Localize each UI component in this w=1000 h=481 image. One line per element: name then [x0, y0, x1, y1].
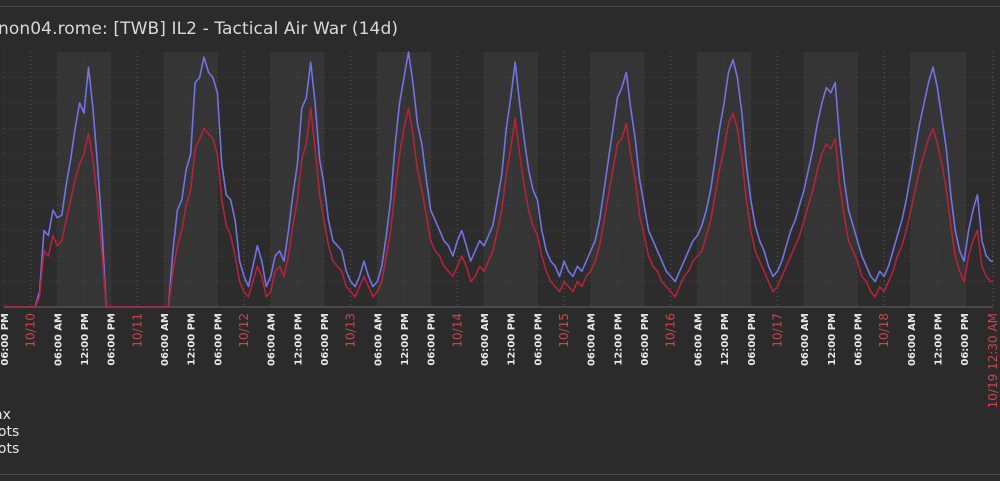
bottom-divider	[0, 474, 1000, 475]
time-tick-label: 06:00 PM	[960, 313, 971, 366]
series-line-1	[4, 51, 993, 308]
time-tick-label: 06:00 AM	[907, 313, 918, 366]
date-tick-label: 10/14	[450, 313, 464, 348]
time-tick-label: 06:00 PM	[0, 313, 11, 366]
legend: ax lots lots	[0, 407, 19, 458]
time-tick-label: 06:00 PM	[640, 313, 651, 366]
date-tick-label: 10/18	[877, 313, 891, 348]
time-tick-label: 12:00 PM	[187, 313, 198, 366]
time-tick-label: 06:00 AM	[160, 313, 171, 366]
legend-item-1: ax	[0, 407, 11, 423]
time-tick-label: 12:00 PM	[80, 313, 91, 366]
date-tick-label: 10/10	[24, 313, 38, 348]
date-tick-label: 10/17	[770, 313, 784, 348]
legend-item-3: lots	[0, 441, 20, 457]
time-tick-label: 06:00 AM	[373, 313, 384, 366]
time-tick-label: 12:00 PM	[933, 313, 944, 366]
chart-plot: 06:00 PM 10/10 06:00 AM 12:00 PM 06:00 PM 10/…	[0, 51, 1000, 408]
time-tick-label: 06:00 AM	[53, 313, 64, 366]
chart-title: non04.rome: [TWB] IL2 - Tactical Air War…	[0, 19, 399, 39]
time-tick-label: 06:00 PM	[107, 313, 118, 366]
time-tick-label: 12:00 PM	[827, 313, 838, 366]
date-tick-label: 10/16	[664, 313, 678, 348]
time-tick-label: 06:00 AM	[693, 313, 704, 366]
time-tick-label: 06:00 PM	[320, 313, 331, 366]
time-tick-label: 06:00 PM	[213, 313, 224, 366]
date-tick-label: 10/15	[557, 313, 571, 348]
time-tick-label: 12:00 PM	[720, 313, 731, 366]
date-tick-label: 10/11	[130, 313, 144, 348]
date-tick-label: 10/13	[344, 313, 358, 348]
time-tick-label: 06:00 PM	[427, 313, 438, 366]
time-tick-label: 06:00 AM	[267, 313, 278, 366]
time-tick-label: 06:00 PM	[747, 313, 758, 366]
legend-item-2: lots	[0, 424, 20, 440]
date-tick-label: 10/19 12:30 AM	[986, 313, 1000, 408]
time-tick-label: 06:00 AM	[800, 313, 811, 366]
time-tick-label: 12:00 PM	[507, 313, 518, 366]
date-tick-label: 10/12	[237, 313, 251, 348]
time-tick-label: 06:00 AM	[587, 313, 598, 366]
time-tick-label: 12:00 PM	[613, 313, 624, 366]
series-line-2	[4, 107, 993, 308]
time-tick-label: 06:00 PM	[533, 313, 544, 366]
top-divider	[0, 6, 1000, 7]
time-tick-label: 12:00 PM	[293, 313, 304, 366]
time-tick-label: 06:00 AM	[480, 313, 491, 366]
time-tick-label: 06:00 PM	[853, 313, 864, 366]
time-tick-label: 12:00 PM	[400, 313, 411, 366]
